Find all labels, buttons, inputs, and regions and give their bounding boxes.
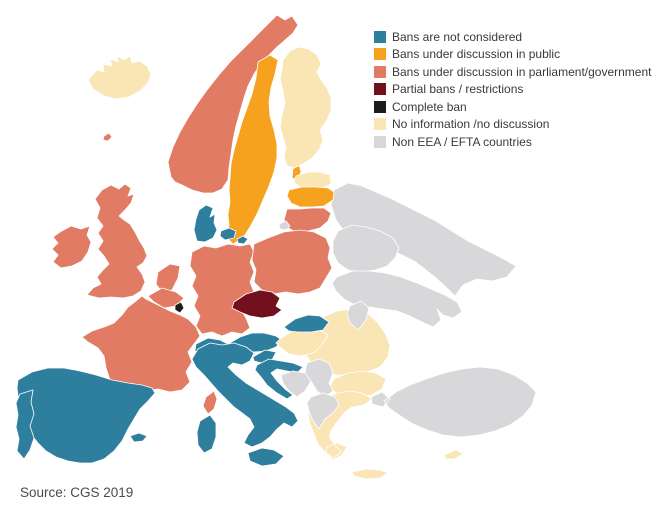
legend: Bans are not considered Bans under discu…	[374, 28, 651, 151]
country-estonia	[293, 171, 332, 190]
legend-label: Bans are not considered	[392, 29, 523, 44]
country-cyprus	[443, 449, 464, 460]
legend-item-not-considered: Bans are not considered	[374, 28, 651, 46]
country-denmark	[193, 204, 249, 245]
legend-label: Bans under discussion in public	[392, 47, 561, 62]
legend-label: Non EEA / EFTA countries	[392, 134, 532, 149]
country-germany	[189, 243, 255, 337]
country-latvia	[286, 186, 335, 208]
country-serbia	[304, 358, 334, 398]
country-ireland	[51, 225, 92, 269]
country-united-kingdom	[86, 183, 148, 299]
country-moldova	[346, 300, 370, 331]
country-shapes	[15, 14, 537, 480]
country-bosnia	[280, 370, 312, 398]
legend-swatch-non-eea-efta	[374, 135, 386, 148]
legend-item-discussion-public: Bans under discussion in public	[374, 46, 651, 64]
legend-item-non-eea-efta: Non EEA / EFTA countries	[374, 133, 651, 151]
country-portugal	[15, 389, 35, 460]
country-luxembourg	[174, 301, 185, 314]
country-kaliningrad	[278, 220, 291, 231]
legend-label: Complete ban	[392, 99, 467, 114]
legend-item-discussion-parliament: Bans under discussion in parliament/gove…	[374, 63, 651, 81]
legend-label: No information /no discussion	[392, 117, 550, 132]
country-albania-macedonia	[306, 392, 340, 430]
legend-swatch-not-considered	[374, 30, 386, 43]
country-faroe-islands	[102, 132, 113, 142]
legend-swatch-partial-bans	[374, 83, 386, 96]
country-italy	[191, 342, 299, 467]
legend-swatch-discussion-parliament	[374, 65, 386, 78]
country-czechia	[231, 289, 283, 319]
legend-swatch-discussion-public	[374, 48, 386, 61]
legend-label: Partial bans / restrictions	[392, 82, 524, 97]
legend-swatch-complete-ban	[374, 100, 386, 113]
legend-swatch-no-information	[374, 118, 386, 131]
country-belarus	[332, 224, 400, 273]
country-finland	[279, 46, 332, 169]
country-slovakia	[283, 314, 330, 333]
country-poland	[251, 229, 333, 295]
country-bulgaria	[329, 370, 387, 398]
country-croatia	[254, 358, 304, 400]
country-lithuania	[283, 207, 332, 233]
country-corsica	[202, 390, 218, 415]
legend-label: Bans under discussion in parliament/gove…	[392, 64, 652, 79]
country-netherlands	[155, 263, 181, 293]
legend-item-partial-bans: Partial bans / restrictions	[374, 81, 651, 99]
legend-item-complete-ban: Complete ban	[374, 98, 651, 116]
legend-item-no-information: No information /no discussion	[374, 116, 651, 134]
country-belgium	[147, 287, 185, 309]
country-turkey	[370, 366, 537, 438]
country-iceland	[87, 55, 152, 100]
country-norway	[167, 14, 299, 194]
source-caption: Source: CGS 2019	[20, 485, 134, 500]
